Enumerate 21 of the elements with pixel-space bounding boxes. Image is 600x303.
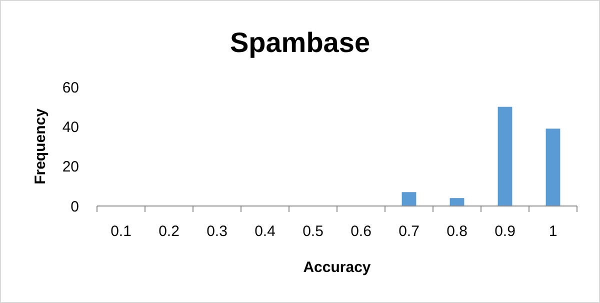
x-tick-label: 0.7: [398, 223, 420, 240]
bar: [402, 192, 416, 206]
y-tick-label: 20: [62, 158, 79, 176]
y-tick-label: 40: [62, 118, 79, 136]
x-tick-label: 0.8: [446, 223, 468, 240]
x-axis-title: Accuracy: [303, 259, 372, 276]
x-tick-label: 0.1: [110, 223, 132, 240]
x-tick-label: 0.6: [350, 223, 372, 240]
y-tick-label: 60: [62, 79, 79, 96]
y-axis-title: Frequency: [32, 108, 49, 184]
x-tick-label: 0.3: [206, 223, 228, 240]
x-tick-label: 0.2: [158, 223, 180, 240]
x-tick-label: 1: [548, 223, 558, 240]
bar: [498, 106, 512, 206]
bar: [546, 128, 560, 206]
x-tick-label: 0.4: [254, 223, 276, 240]
y-tick-label: 0: [70, 198, 79, 216]
bar: [450, 198, 464, 206]
x-tick-label: 0.5: [302, 223, 324, 240]
chart-title: Spambase: [230, 27, 370, 58]
x-tick-label: 0.9: [494, 223, 516, 240]
